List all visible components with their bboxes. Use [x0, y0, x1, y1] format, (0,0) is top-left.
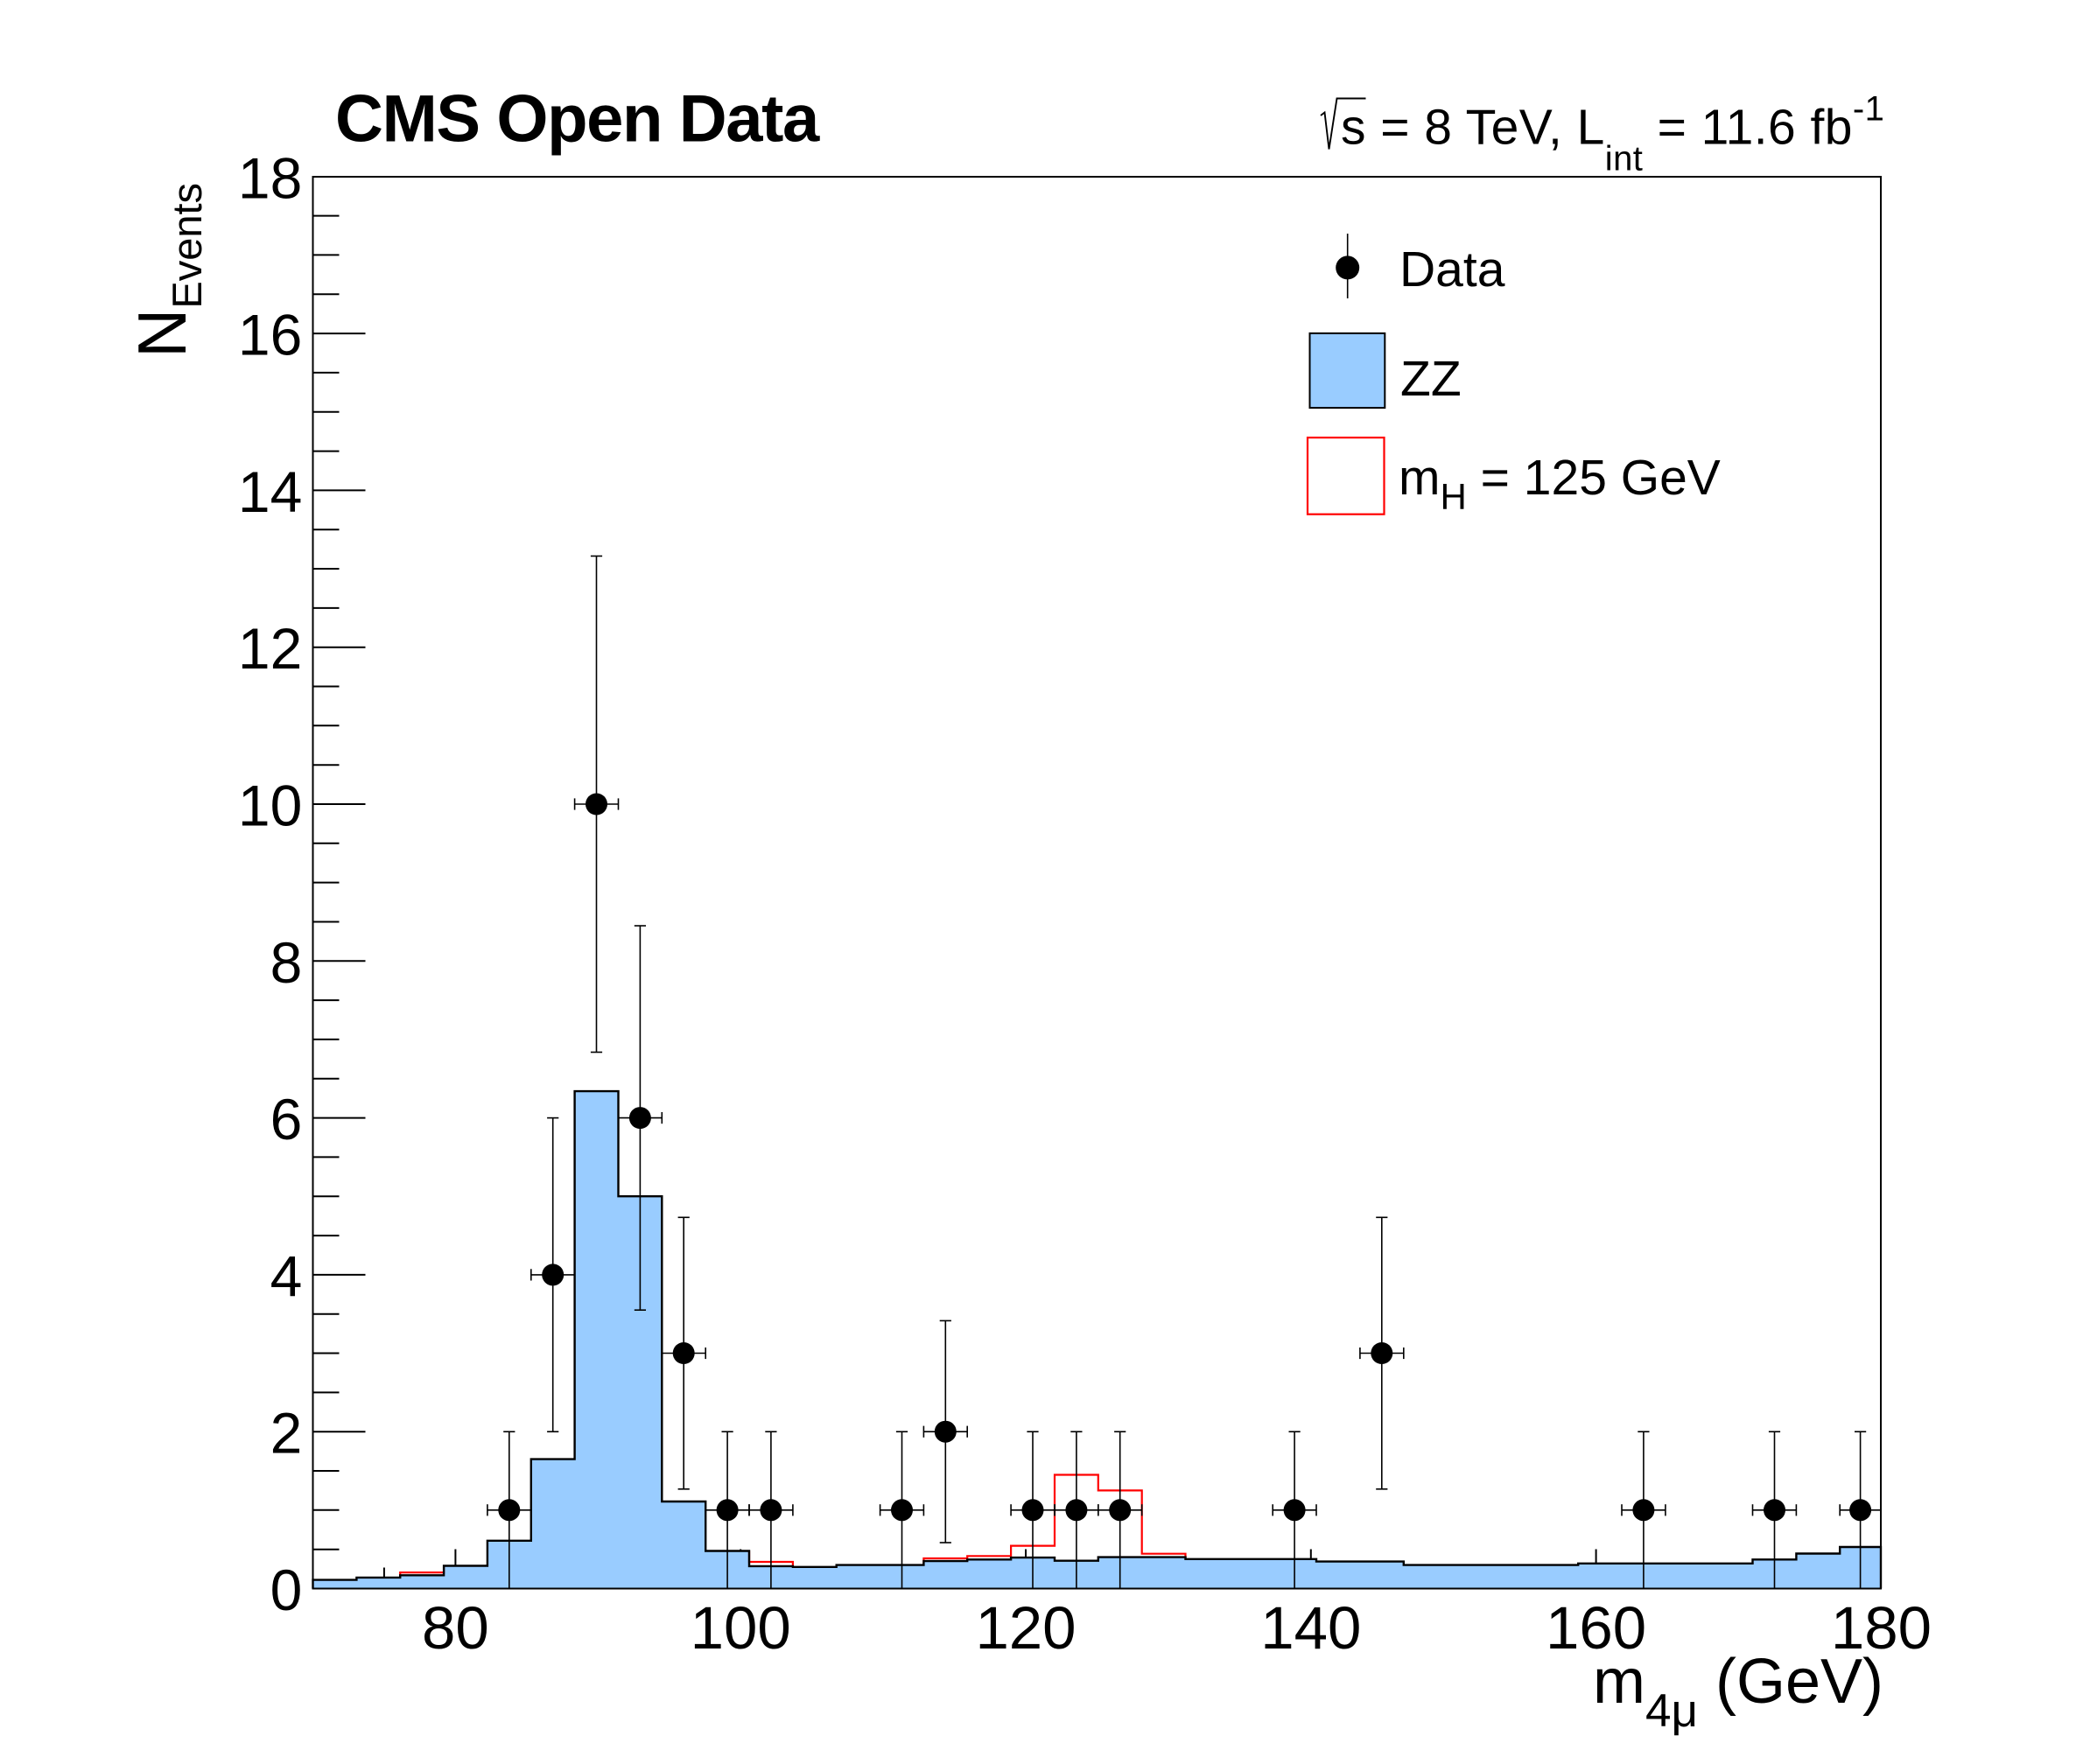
svg-text:80: 80: [422, 1594, 489, 1662]
svg-text:8: 8: [270, 930, 303, 995]
svg-text:ZZ: ZZ: [1400, 351, 1462, 407]
svg-text:180: 180: [1831, 1594, 1932, 1662]
svg-text:4: 4: [270, 1243, 303, 1308]
svg-text:18: 18: [238, 145, 302, 210]
svg-text:2: 2: [270, 1401, 303, 1466]
svg-text:14: 14: [238, 459, 302, 524]
svg-text:100: 100: [691, 1594, 791, 1662]
svg-text:6: 6: [270, 1087, 303, 1152]
svg-text:120: 120: [975, 1594, 1076, 1662]
svg-text:140: 140: [1260, 1594, 1361, 1662]
svg-text:CMS Open Data: CMS Open Data: [335, 82, 820, 157]
svg-text:160: 160: [1546, 1594, 1646, 1662]
svg-text:12: 12: [238, 616, 302, 681]
svg-text:0: 0: [270, 1558, 303, 1622]
svg-text:16: 16: [238, 303, 302, 368]
svg-text:Data: Data: [1399, 242, 1505, 298]
svg-text:10: 10: [238, 774, 302, 838]
